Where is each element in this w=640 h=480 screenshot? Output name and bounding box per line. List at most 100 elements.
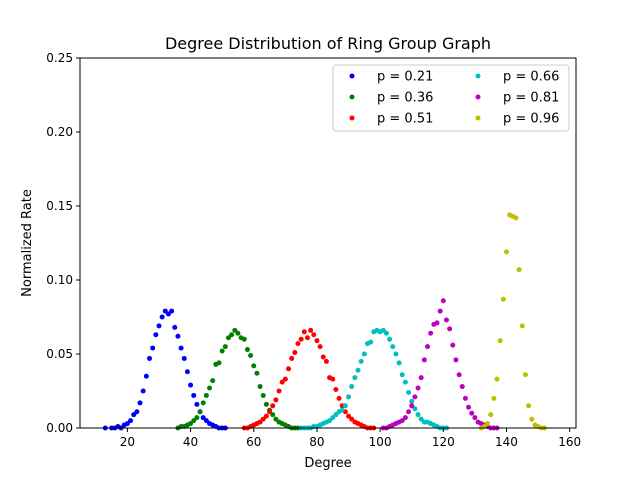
legend: p = 0.21 p = 0.36 p = 0.51 p = 0.66 p = 0.81… (332, 64, 570, 132)
data-point (286, 366, 292, 372)
data-point (346, 413, 352, 419)
data-point (393, 351, 399, 357)
data-point (279, 379, 285, 385)
data-point (292, 350, 298, 356)
data-point (235, 330, 241, 336)
data-point (232, 327, 238, 333)
data-point (418, 416, 424, 422)
data-point (453, 357, 459, 363)
x-tick-label: 60 (246, 435, 261, 449)
data-point (229, 332, 235, 338)
data-point (459, 384, 465, 390)
legend-label: p = 0.81 (503, 91, 559, 106)
data-point (500, 296, 506, 302)
data-point (184, 369, 190, 375)
data-point (191, 418, 197, 424)
data-point (412, 394, 418, 400)
data-point (387, 336, 393, 342)
legend-marker (349, 73, 355, 79)
data-point (298, 336, 304, 342)
data-point (390, 344, 396, 350)
x-tick-label: 40 (183, 435, 198, 449)
chart-title: Degree Distribution of Ring Group Graph (165, 34, 491, 53)
data-point (443, 317, 449, 323)
data-point (440, 298, 446, 304)
data-point (494, 376, 500, 382)
data-point (267, 409, 273, 415)
data-point (406, 389, 412, 395)
data-point (200, 400, 206, 406)
data-point (143, 373, 149, 379)
data-point (418, 375, 424, 381)
x-tick-label: 20 (120, 435, 135, 449)
x-axis-label: Degree (304, 456, 351, 471)
data-point (270, 403, 276, 409)
data-point (194, 415, 200, 421)
data-point (251, 363, 257, 369)
data-point (311, 332, 317, 338)
x-tick-label: 160 (558, 435, 581, 449)
legend-label: p = 0.36 (377, 91, 433, 106)
data-point (289, 355, 295, 361)
data-point (194, 401, 200, 407)
data-point (317, 344, 323, 350)
y-tick-label: 0.00 (46, 421, 73, 435)
data-point (181, 355, 187, 361)
data-point (485, 421, 491, 427)
data-point (147, 355, 153, 361)
data-point (159, 314, 165, 320)
data-point (469, 410, 475, 416)
series-3 (298, 327, 449, 431)
data-point (282, 376, 288, 382)
data-point (447, 326, 453, 332)
legend-label: p = 0.96 (503, 112, 559, 127)
data-point (276, 388, 282, 394)
data-point (124, 421, 130, 427)
data-point (415, 385, 421, 391)
data-point (263, 413, 269, 419)
data-point (314, 338, 320, 344)
legend-label: p = 0.66 (503, 70, 559, 85)
data-point (244, 347, 250, 353)
data-point (516, 267, 522, 273)
data-point (415, 412, 421, 418)
data-point (412, 406, 418, 412)
data-point (399, 418, 405, 424)
data-point (188, 382, 194, 388)
data-point (383, 330, 389, 336)
data-point (260, 392, 266, 398)
data-point (153, 332, 159, 338)
data-point (380, 327, 386, 333)
legend-marker (349, 94, 355, 100)
data-point (225, 335, 231, 341)
data-point (406, 409, 412, 415)
data-point (263, 401, 269, 407)
data-point (330, 376, 336, 382)
y-tick-label: 0.15 (46, 199, 73, 213)
data-point (219, 348, 225, 354)
data-point (197, 409, 203, 415)
data-point (241, 336, 247, 342)
legend-marker (349, 115, 355, 121)
data-point (450, 342, 456, 348)
data-point (257, 419, 263, 425)
data-point (342, 403, 348, 409)
y-tick-label: 0.05 (46, 347, 73, 361)
x-tick-label: 140 (495, 435, 518, 449)
legend-marker (475, 73, 481, 79)
data-point (131, 412, 137, 418)
data-point (150, 345, 156, 351)
x-tick-label: 100 (369, 435, 392, 449)
legend-marker (475, 115, 481, 121)
data-point (216, 360, 222, 366)
data-point (178, 345, 184, 351)
data-point (140, 388, 146, 394)
data-point (200, 415, 206, 421)
data-point (162, 308, 168, 314)
data-point (399, 372, 405, 378)
x-tick-label: 80 (309, 435, 324, 449)
legend-box (332, 64, 570, 132)
data-point (437, 308, 443, 314)
data-point (396, 360, 402, 366)
